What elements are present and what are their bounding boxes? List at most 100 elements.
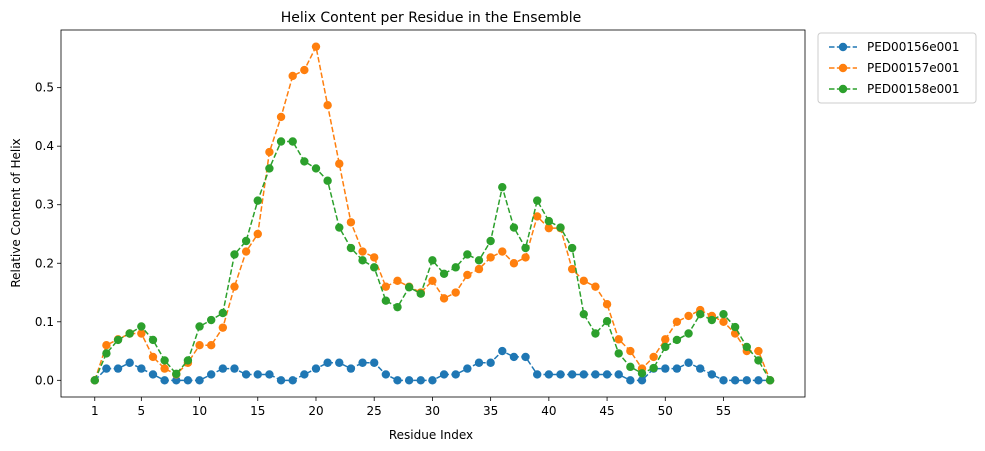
x-tick-label: 30 [425, 404, 440, 418]
data-point [195, 376, 204, 385]
data-point [684, 311, 693, 321]
data-point [451, 288, 460, 297]
y-tick-label: 0.2 [35, 256, 54, 270]
x-tick-label: 50 [658, 404, 673, 418]
data-point [370, 253, 379, 262]
data-point [672, 335, 682, 345]
data-point [195, 341, 204, 350]
data-point [346, 364, 356, 373]
data-point [451, 370, 460, 379]
x-tick-label: 20 [308, 404, 323, 418]
data-point [730, 376, 740, 385]
data-point [300, 157, 309, 166]
data-point [241, 247, 251, 256]
data-point [463, 270, 472, 280]
data-point [567, 370, 577, 379]
data-point [253, 370, 262, 379]
data-point [404, 283, 414, 292]
y-axis-label: Relative Content of Helix [9, 138, 23, 287]
legend-label: PED00158e001 [867, 82, 960, 96]
data-point [591, 329, 600, 338]
data-point [474, 264, 484, 274]
data-point [230, 364, 239, 373]
data-point [439, 294, 449, 303]
data-point [172, 369, 181, 379]
data-point [486, 253, 495, 262]
series-line [94, 44, 771, 381]
data-point [463, 250, 472, 259]
data-point [626, 376, 635, 385]
data-point [102, 364, 111, 373]
data-point [707, 370, 717, 379]
legend-item: PED00156e001 [829, 40, 960, 54]
x-tick-label: 25 [367, 404, 382, 418]
data-point [556, 223, 565, 232]
data-point [661, 364, 670, 373]
data-point [579, 276, 588, 286]
data-point [661, 342, 670, 352]
data-point [323, 358, 332, 367]
data-point [218, 308, 228, 318]
data-point [463, 364, 472, 373]
data-point [498, 247, 507, 256]
series-layer [90, 42, 775, 385]
data-point [579, 370, 588, 379]
data-point [428, 276, 437, 286]
legend: PED00156e001 PED00157e001 PED00158e001 [817, 32, 977, 104]
data-point [335, 358, 344, 367]
data-point [474, 256, 484, 265]
data-point [241, 370, 251, 379]
data-point [265, 164, 274, 173]
data-point [207, 315, 216, 325]
data-point [148, 335, 158, 345]
data-point [195, 322, 204, 331]
data-point [311, 42, 321, 51]
plot-area-frame [60, 29, 806, 398]
x-tick-label: 1 [91, 404, 99, 418]
data-point [498, 182, 507, 192]
series-line [94, 350, 771, 382]
data-point [509, 352, 519, 362]
x-tick-label: 55 [716, 404, 731, 418]
x-axis-label: Residue Index [389, 428, 473, 442]
x-tick-label: 40 [541, 404, 556, 418]
data-point [160, 376, 169, 385]
data-point [288, 71, 297, 81]
x-axis: 1 5 10 15 20 25 30 35 40 45 50 55 [91, 397, 731, 418]
data-point [719, 317, 728, 326]
data-point [626, 346, 635, 356]
data-point [160, 356, 169, 365]
data-point [393, 302, 402, 312]
legend-item: PED00157e001 [829, 61, 960, 75]
data-point [509, 259, 519, 268]
data-point [544, 216, 554, 226]
data-point [358, 256, 367, 265]
data-point [544, 370, 554, 379]
data-point [276, 137, 286, 146]
data-point [591, 370, 600, 379]
data-point [276, 112, 286, 122]
y-axis: 0.0 0.1 0.2 0.3 0.4 0.5 [35, 81, 61, 387]
data-point [113, 364, 123, 373]
legend-marker [838, 63, 848, 73]
data-point [544, 223, 554, 233]
data-point [696, 309, 705, 319]
data-point [696, 364, 705, 373]
data-point [602, 317, 612, 326]
data-point [428, 256, 437, 265]
data-point [90, 376, 99, 385]
data-point [591, 282, 600, 291]
legend-marker [838, 84, 848, 94]
data-point [602, 300, 612, 309]
data-point [672, 317, 682, 326]
data-point [300, 370, 309, 379]
data-point [684, 358, 693, 367]
data-point [416, 289, 425, 298]
data-point [358, 247, 367, 256]
data-point [707, 315, 717, 325]
data-point [602, 370, 612, 379]
data-point [323, 101, 332, 110]
data-point [498, 346, 507, 356]
series-group [90, 346, 775, 385]
